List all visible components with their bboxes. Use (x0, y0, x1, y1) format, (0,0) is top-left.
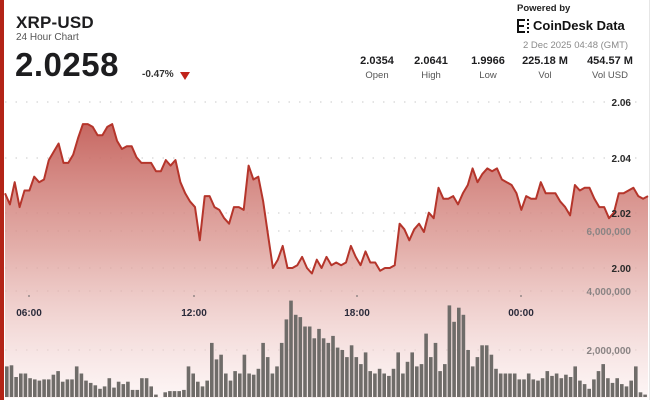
stat-value: 454.57 M (587, 55, 633, 67)
stat-value: 225.18 M (522, 55, 568, 67)
coindesk-data-logo[interactable]: CoinDesk Data (517, 18, 625, 33)
stat-label: High (421, 70, 441, 81)
down-arrow-icon (180, 72, 190, 80)
svg-text:2,000,000: 2,000,000 (587, 346, 632, 357)
stat-value: 2.0641 (414, 55, 448, 67)
svg-text:4,000,000: 4,000,000 (587, 287, 632, 298)
coindesk-logo-icon (517, 18, 529, 33)
brand-name: CoinDesk Data (533, 18, 625, 33)
stat-value: 1.9966 (471, 55, 505, 67)
timestamp: 2 Dec 2025 04:48 (GMT) (523, 40, 629, 51)
stat-label: Vol USD (592, 70, 628, 81)
volume-axis-labels: 2,000,000 4,000,000 6,000,000 (587, 227, 632, 357)
price-change-pct: -0.47% (142, 69, 174, 80)
svg-text:6,000,000: 6,000,000 (587, 227, 632, 238)
y-axis-labels: 2.00 2.02 2.04 2.06 (612, 98, 632, 275)
stat-label: Low (479, 70, 497, 81)
svg-text:18:00: 18:00 (344, 308, 370, 319)
stat-value: 2.0354 (360, 55, 394, 67)
chart-subtitle: 24 Hour Chart (16, 32, 79, 43)
svg-text:12:00: 12:00 (181, 308, 207, 319)
stat-high: 2.0641 High (401, 55, 461, 81)
svg-text:00:00: 00:00 (508, 308, 534, 319)
stat-open: 2.0354 Open (347, 55, 407, 81)
stat-vol: 225.18 M Vol (515, 55, 575, 81)
svg-text:2.00: 2.00 (612, 264, 632, 275)
x-axis-labels: 06:00 12:00 18:00 00:00 (16, 295, 534, 319)
stat-vol-usd: 454.57 M Vol USD (580, 55, 640, 81)
left-accent-bar (0, 0, 4, 400)
symbol-title: XRP-USD (16, 13, 94, 32)
stat-label: Open (365, 70, 389, 81)
stat-label: Vol (538, 70, 552, 81)
stat-low: 1.9966 Low (458, 55, 518, 81)
svg-text:2.04: 2.04 (612, 154, 632, 165)
price-line (4, 123, 649, 275)
price-area (5, 124, 648, 398)
svg-text:06:00: 06:00 (16, 308, 42, 319)
volume-bars (5, 300, 647, 398)
powered-by-label: Powered by (517, 3, 571, 14)
current-price: 2.0258 (15, 46, 119, 83)
svg-text:2.06: 2.06 (612, 98, 632, 109)
svg-text:2.02: 2.02 (612, 209, 632, 220)
